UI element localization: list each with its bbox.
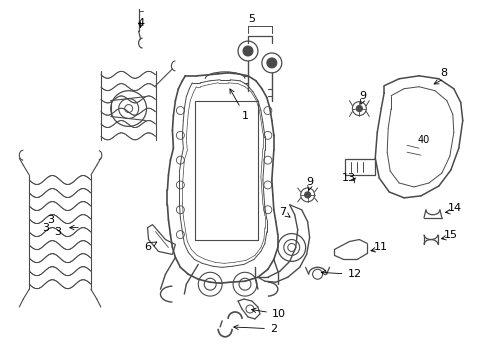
Text: 1: 1 (230, 89, 248, 121)
Circle shape (356, 105, 363, 112)
Text: 5: 5 (248, 14, 255, 24)
Text: 3: 3 (48, 215, 54, 225)
Text: 11: 11 (374, 243, 388, 252)
Text: 13: 13 (342, 173, 355, 183)
Text: 10: 10 (252, 308, 286, 319)
Text: 15: 15 (444, 230, 458, 239)
Text: 14: 14 (448, 203, 462, 213)
Text: 7: 7 (279, 207, 290, 217)
Bar (345, 159, 375, 175)
Text: 9: 9 (306, 177, 313, 187)
Text: 2: 2 (234, 324, 277, 334)
Text: 4: 4 (137, 18, 144, 28)
Text: 9: 9 (359, 91, 366, 101)
Circle shape (243, 46, 253, 56)
Circle shape (267, 58, 277, 68)
Text: 12: 12 (321, 269, 362, 279)
Text: 3: 3 (43, 222, 49, 233)
Text: 3: 3 (54, 226, 62, 237)
Text: 8: 8 (441, 68, 447, 78)
Circle shape (304, 192, 311, 198)
Text: 40: 40 (418, 135, 430, 145)
Text: 6: 6 (144, 242, 157, 252)
